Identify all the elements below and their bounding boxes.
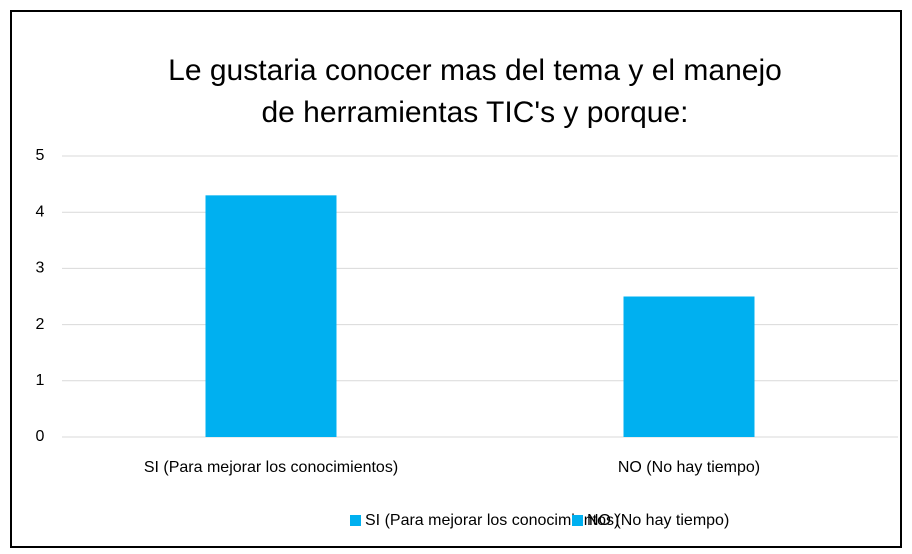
x-tick-label: NO (No hay tiempo) xyxy=(618,459,760,476)
y-tick-label: 2 xyxy=(36,316,45,333)
bar xyxy=(205,195,337,437)
legend-label: NO (No hay tiempo) xyxy=(587,512,729,529)
chart-title: Le gustaria conocer mas del tema y el ma… xyxy=(168,54,782,129)
x-tick-label: SI (Para mejorar los conocimientos) xyxy=(144,459,398,476)
legend-swatch xyxy=(572,515,583,526)
y-tick-label: 3 xyxy=(36,260,45,277)
chart-frame xyxy=(10,10,902,548)
y-tick-label: 4 xyxy=(36,203,45,220)
y-tick-label: 5 xyxy=(36,147,45,164)
legend-label: SI (Para mejorar los conocimientos) xyxy=(365,512,619,529)
bar xyxy=(623,296,755,437)
legend-swatch xyxy=(350,515,361,526)
y-tick-label: 1 xyxy=(36,372,45,389)
y-tick-label: 0 xyxy=(36,428,45,445)
